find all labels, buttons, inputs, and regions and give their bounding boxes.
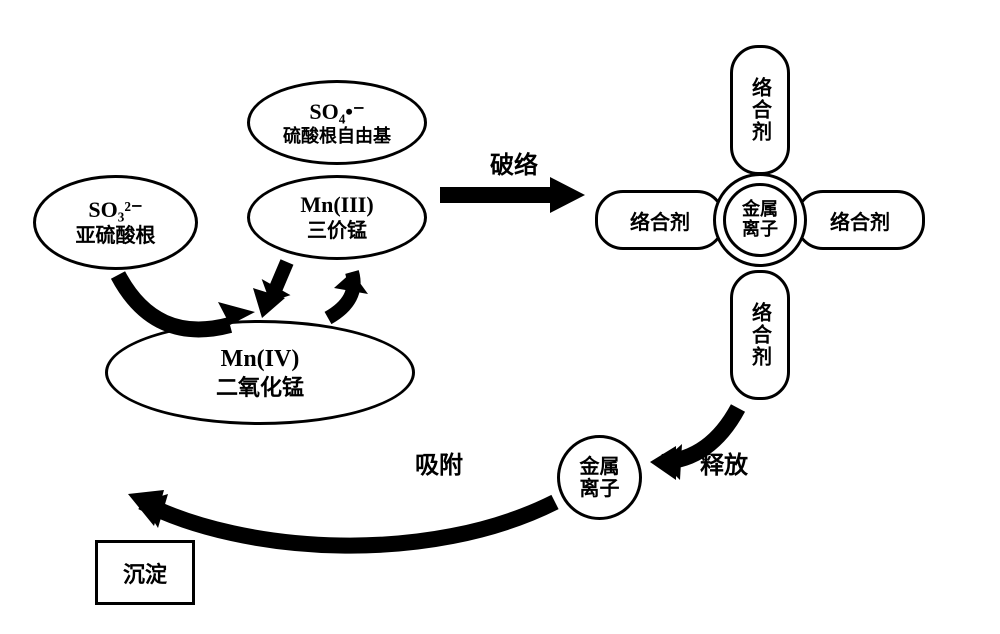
chelator-right-label: 络合剂 — [830, 206, 890, 235]
precipitate-label: 沉淀 — [123, 557, 167, 589]
sulfate-radical-formula: SO₄•⁻ — [309, 98, 364, 126]
chelator-left-label: 络合剂 — [630, 206, 690, 235]
sulfite-label: 亚硫酸根 — [76, 224, 156, 249]
sulfate-radical-label: 硫酸根自由基 — [283, 125, 391, 148]
arrow-adsorb — [128, 490, 555, 546]
node-chelator-left: 络合剂 — [595, 190, 725, 250]
node-sulfate-radical: SO₄•⁻ 硫酸根自由基 — [247, 80, 427, 165]
node-precipitate: 沉淀 — [95, 540, 195, 605]
node-chelator-top: 络合剂 — [730, 45, 790, 175]
metal-ion-released-l2: 离子 — [580, 478, 620, 500]
metal-ion-released-l1: 金属 — [580, 456, 620, 478]
label-break-complex: 破络 — [490, 145, 538, 180]
chelator-bottom-label: 络合剂 — [746, 302, 775, 368]
mn3-label: 三价锰 — [307, 219, 367, 244]
node-chelator-bottom: 络合剂 — [730, 270, 790, 400]
arrow-mn3-to-mn4 — [253, 262, 293, 318]
metal-ion-center-l1: 金属 — [742, 200, 778, 220]
node-chelator-right: 络合剂 — [795, 190, 925, 250]
arrow-mn4-to-mn3 — [328, 272, 368, 318]
node-metal-ion-center: 金属 离子 — [723, 183, 797, 257]
node-sulfite: SO₃²⁻ 亚硫酸根 — [33, 175, 198, 270]
label-adsorb: 吸附 — [415, 445, 463, 480]
label-release: 释放 — [700, 445, 748, 480]
node-mn4: Mn(IV) 二氧化锰 — [105, 320, 415, 425]
mn3-formula: Mn(III) — [300, 191, 373, 219]
sulfite-formula: SO₃²⁻ — [88, 196, 142, 224]
diagram-canvas: SO₃²⁻ 亚硫酸根 SO₄•⁻ 硫酸根自由基 Mn(III) 三价锰 Mn(I… — [0, 0, 1000, 634]
chelator-top-label: 络合剂 — [746, 77, 775, 143]
node-metal-ion-released: 金属 离子 — [557, 435, 642, 520]
node-mn3: Mn(III) 三价锰 — [247, 175, 427, 260]
mn4-formula: Mn(IV) — [221, 344, 300, 374]
metal-ion-center-l2: 离子 — [742, 220, 778, 240]
mn4-label: 二氧化锰 — [216, 374, 304, 402]
arrow-layer — [0, 0, 1000, 634]
arrow-to-complex — [440, 177, 585, 213]
